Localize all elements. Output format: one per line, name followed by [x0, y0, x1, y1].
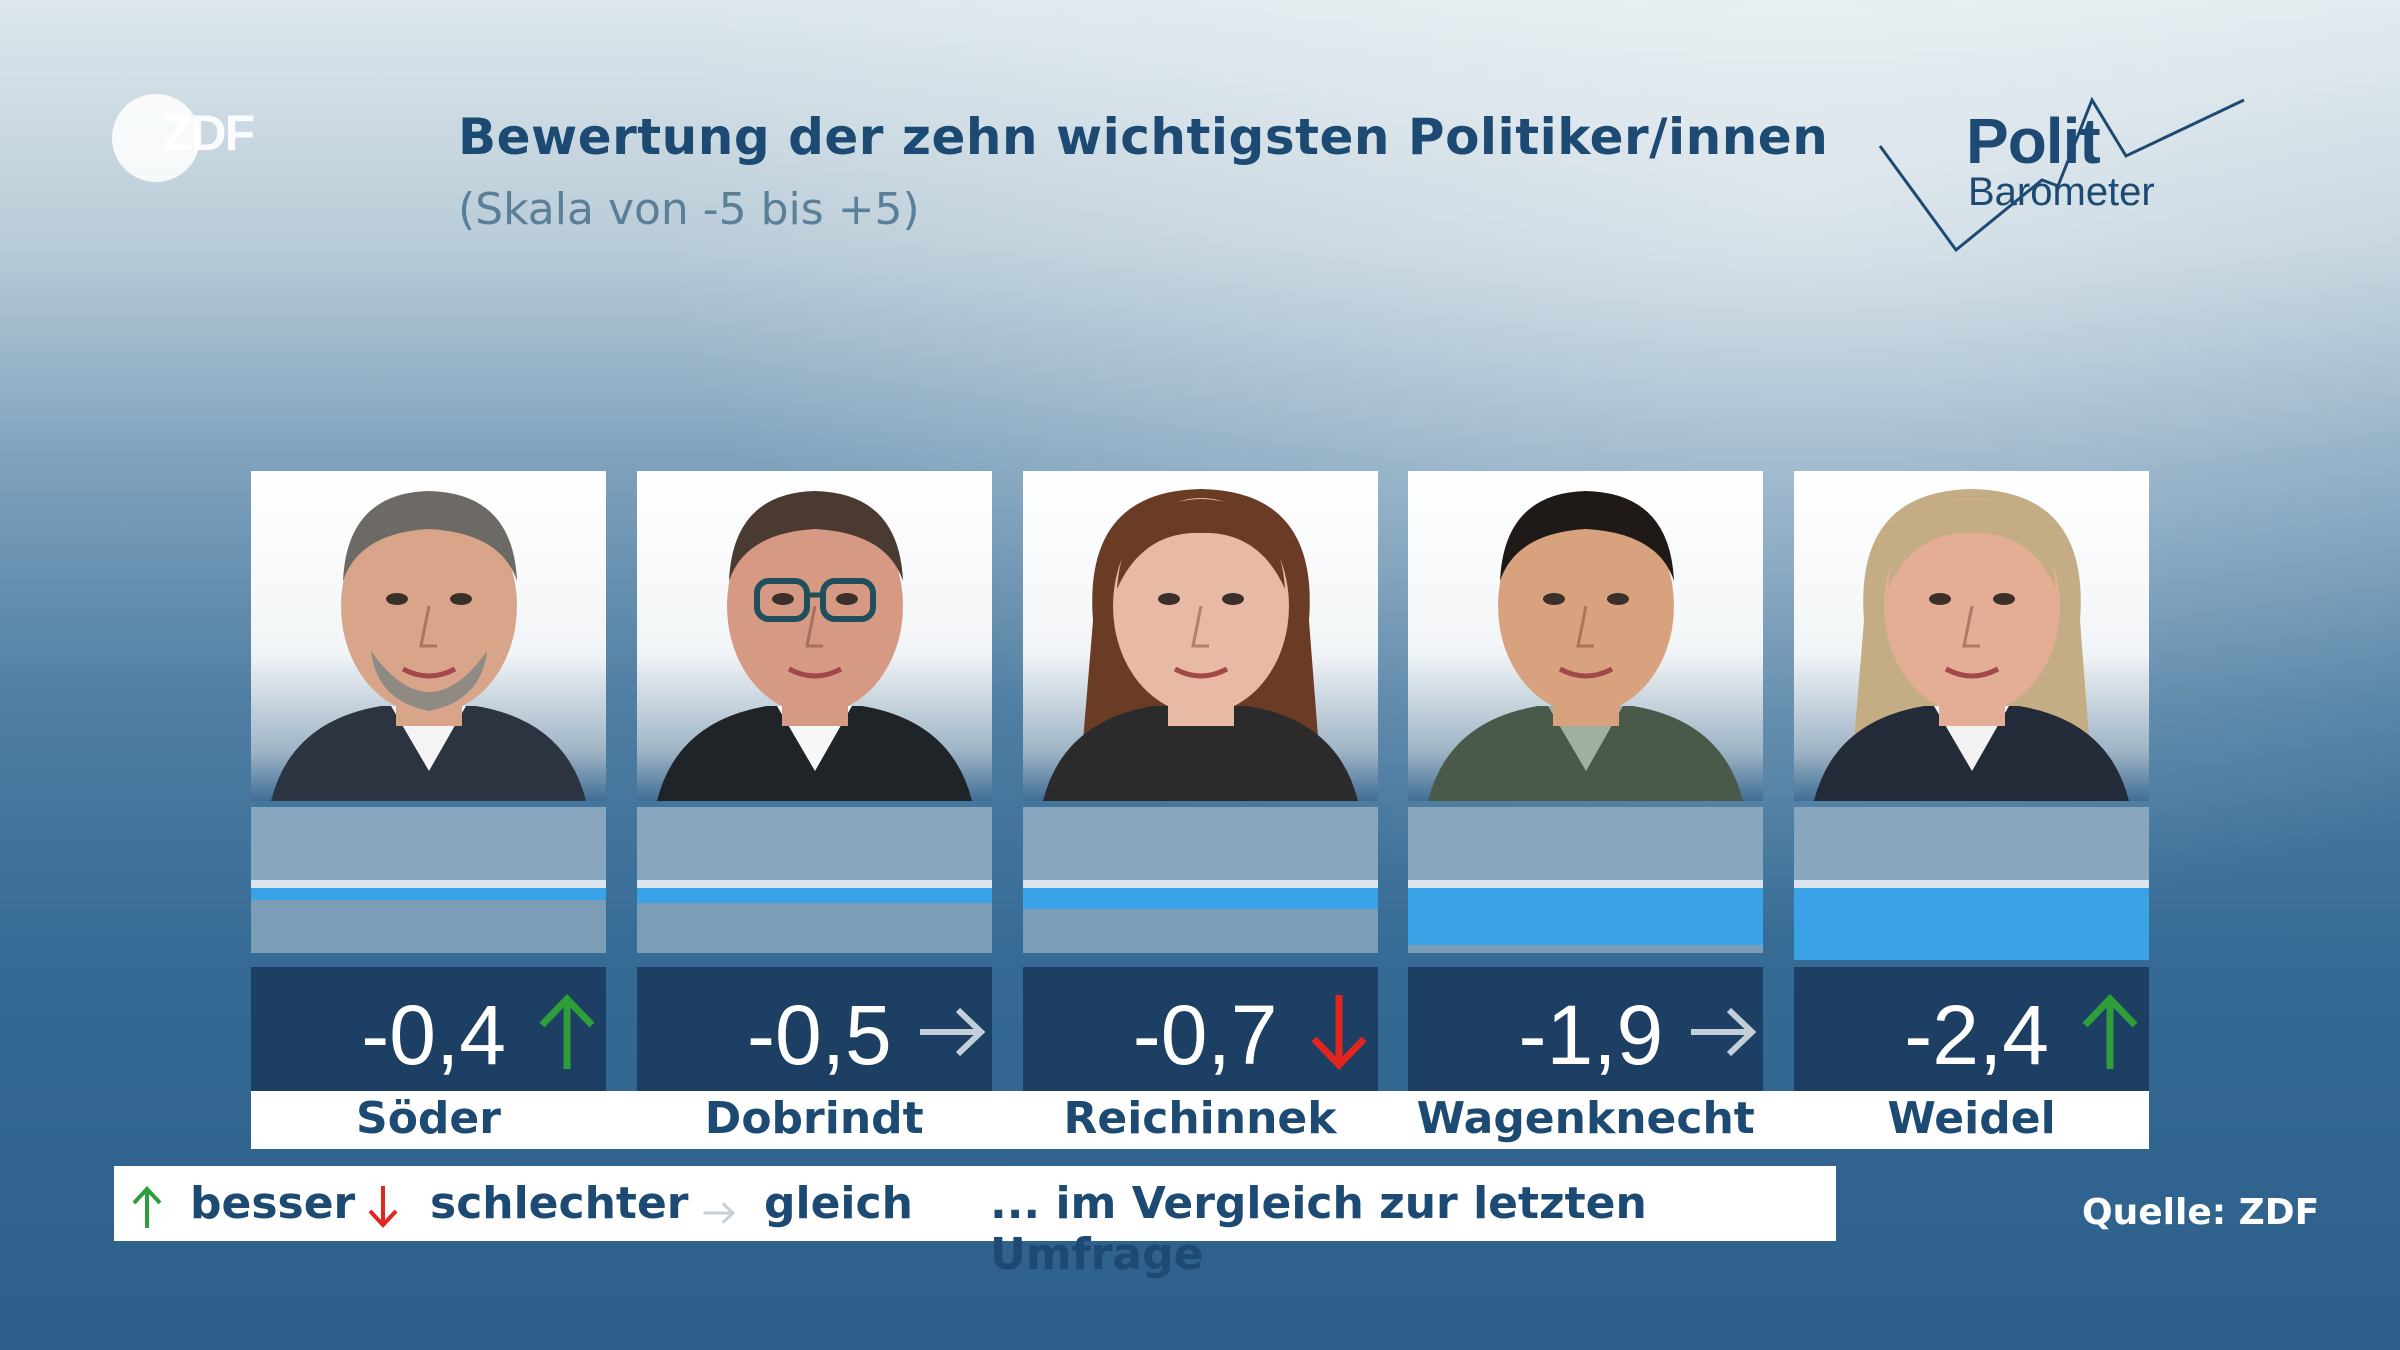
rating-value-box: -0,5	[636, 967, 992, 1091]
bar-positive-area	[1794, 807, 2149, 881]
politician-card: -0,5	[636, 471, 992, 1091]
portrait-image	[1428, 491, 1744, 801]
source-label: Quelle: ZDF	[2082, 1192, 2320, 1233]
portrait-image	[656, 491, 972, 801]
zero-line	[1022, 880, 1378, 888]
zdf-logo: ZDF	[112, 90, 272, 182]
zero-line	[251, 880, 606, 888]
arrow-down-icon	[1310, 995, 1367, 1071]
politician-name: Wagenknecht	[1416, 1093, 1755, 1144]
politician-name: Reichinnek	[1063, 1093, 1337, 1144]
rating-value-box: -0,4	[251, 967, 606, 1091]
rating-value-box: -1,9	[1408, 967, 1764, 1091]
politician-photo	[1408, 471, 1764, 801]
arrow-up-icon	[2082, 993, 2138, 1069]
bar-positive-area	[1408, 807, 1764, 881]
arrow-up-icon	[132, 1186, 162, 1228]
zero-line	[1408, 880, 1764, 888]
rating-value-label: -0,4	[361, 988, 506, 1082]
barometer-word: Barometer	[1968, 170, 2155, 214]
polit-word: Polit	[1966, 105, 2101, 177]
zero-line	[636, 880, 992, 888]
portrait-image	[271, 491, 586, 801]
politician-card: -2,4	[1794, 471, 2149, 1091]
rating-value-label: -0,5	[747, 988, 892, 1082]
zero-line	[1794, 880, 2149, 888]
politician-name: Söder	[356, 1093, 501, 1144]
politician-photo	[1794, 471, 2149, 801]
politician-card: -0,4	[251, 471, 606, 1091]
politician-photo	[251, 471, 606, 801]
legend-worse-label: schlechter	[430, 1178, 689, 1229]
rating-bar	[251, 888, 606, 900]
politician-cards: -0,4 -0,5 -0,7 -1,9 -2,4	[251, 471, 2149, 1091]
politician-photo	[636, 471, 992, 801]
politician-card: -1,9	[1408, 471, 1764, 1091]
legend-same-label: gleich	[764, 1178, 913, 1229]
politician-name: Weidel	[1887, 1093, 2056, 1144]
politician-photo	[1022, 471, 1378, 801]
arrow-right-icon	[703, 1202, 736, 1224]
arrow-down-icon	[368, 1186, 398, 1228]
rating-value-box: -2,4	[1794, 967, 2149, 1091]
arrow-up-icon	[539, 993, 595, 1069]
bar-positive-area	[251, 807, 606, 881]
legend-better-label: besser	[190, 1178, 356, 1229]
chart-title: Bewertung der zehn wichtigsten Politiker…	[458, 108, 1829, 166]
portrait-image	[1814, 489, 2129, 801]
politbarometer-logo: Polit Barometer	[1870, 90, 2250, 260]
politician-name: Dobrindt	[704, 1093, 924, 1144]
chart-subtitle: (Skala von -5 bis +5)	[458, 184, 920, 235]
rating-value-label: -2,4	[1904, 988, 2049, 1082]
zdf-logo-circle	[112, 94, 200, 182]
rating-value-box: -0,7	[1022, 967, 1378, 1091]
rating-bar	[1022, 888, 1378, 909]
politician-card: -0,7	[1022, 471, 1378, 1091]
trend-legend: besser schlechter gleich ... im Vergleic…	[114, 1166, 1836, 1280]
zdf-logo-text: ZDF	[162, 105, 255, 161]
rating-bar	[636, 888, 992, 903]
arrow-right-icon	[919, 1007, 986, 1057]
legend-note: ... im Vergleich zur letzten Umfrage	[990, 1178, 1647, 1280]
bar-positive-area	[1022, 807, 1378, 881]
rating-value-label: -0,7	[1132, 988, 1278, 1082]
name-strip	[251, 1091, 2149, 1149]
rating-bar	[1408, 888, 1764, 945]
arrow-right-icon	[1691, 1007, 1757, 1057]
politbarometer-zigzag-icon	[1878, 96, 2245, 253]
rating-value-label: -1,9	[1518, 988, 1664, 1082]
portrait-image	[1042, 489, 1358, 801]
rating-bar	[1794, 888, 2149, 960]
bar-positive-area	[636, 807, 992, 881]
